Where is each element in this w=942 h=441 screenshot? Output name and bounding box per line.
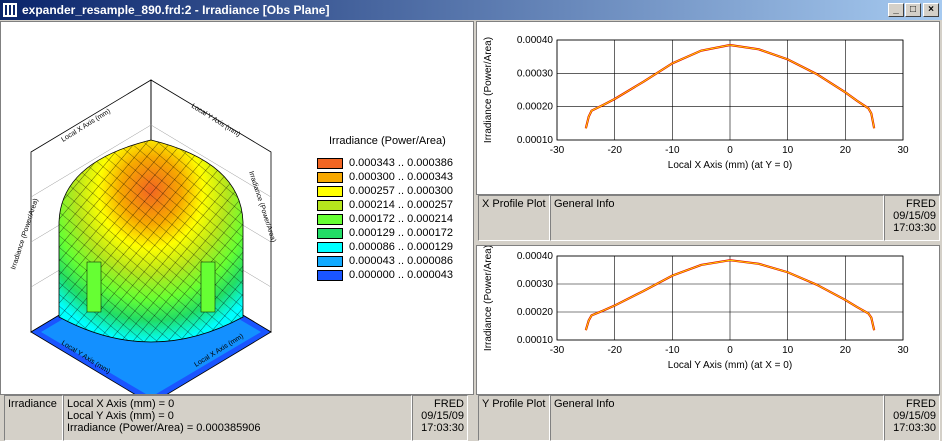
info-tab-x-profile[interactable]: X Profile Plot xyxy=(478,195,550,241)
stamp-date: 09/15/09 xyxy=(893,410,936,422)
minimize-button[interactable]: _ xyxy=(888,3,904,17)
legend-label: 0.000172 .. 0.000214 xyxy=(349,213,453,225)
x-tick-label: -30 xyxy=(550,345,565,356)
plot-frame xyxy=(556,255,904,341)
x-profile-panel: -30 -20 -10 0 10 20 30 0.00010 0.00020 0.00030 0.0… xyxy=(476,21,940,195)
app-icon xyxy=(3,3,17,17)
stamp-time: 17:03:30 xyxy=(893,222,936,234)
y-tick-label: 0.00040 xyxy=(517,35,554,46)
legend-swatch xyxy=(317,172,343,183)
legend-label: 0.000086 .. 0.000129 xyxy=(349,241,453,253)
y-tick-label: 0.00030 xyxy=(517,68,554,79)
info-line-irradiance: Irradiance (Power/Area) = 0.000385906 xyxy=(67,422,261,434)
x-tick-label: 20 xyxy=(840,345,852,356)
info-tab-irradiance[interactable]: Irradiance xyxy=(4,395,63,441)
y-general-info: General Info xyxy=(550,395,884,441)
x-tick-label: 10 xyxy=(782,145,794,156)
stamp-app: FRED xyxy=(906,198,936,210)
window-title: expander_resample_890.frd:2 - Irradiance… xyxy=(22,3,330,17)
legend-title: Irradiance (Power/Area) xyxy=(329,135,446,147)
y-tick-label: 0.00010 xyxy=(517,135,554,146)
x-tick-label: 10 xyxy=(782,345,794,356)
x-axis-label: Local Y Axis (mm) (at X = 0) xyxy=(668,360,792,371)
legend-label: 0.000343 .. 0.000386 xyxy=(349,157,453,169)
y-info-stamp: FRED 09/15/09 17:03:30 xyxy=(884,395,940,441)
x-general-info: General Info xyxy=(550,195,884,241)
legend-label: 0.000214 .. 0.000257 xyxy=(349,199,453,211)
restore-button[interactable]: □ xyxy=(905,3,921,17)
legend-swatch xyxy=(317,270,343,281)
y-tick-label: 0.00010 xyxy=(517,335,554,346)
stamp-time: 17:03:30 xyxy=(893,422,936,434)
x-tick-label: -20 xyxy=(607,345,622,356)
irradiance-info-bar: Irradiance Local X Axis (mm) = 0 Local Y… xyxy=(0,395,474,441)
y-tick-label: 0.00040 xyxy=(517,251,554,262)
x-tick-label: 30 xyxy=(897,145,909,156)
legend-label: 0.000257 .. 0.000300 xyxy=(349,185,453,197)
x-tick-label: 20 xyxy=(840,145,852,156)
y-axis-label: Irradiance (Power/Area) xyxy=(483,246,494,351)
stamp-time: 17:03:30 xyxy=(421,422,464,434)
legend-label: 0.000300 .. 0.000343 xyxy=(349,171,453,183)
series-line xyxy=(585,44,875,129)
x-info-stamp: FRED 09/15/09 17:03:30 xyxy=(884,195,940,241)
window-title-bar[interactable]: expander_resample_890.frd:2 - Irradiance… xyxy=(0,0,942,20)
y-profile-info-bar: Y Profile Plot General Info FRED 09/15/0… xyxy=(476,395,940,441)
stamp-app: FRED xyxy=(434,398,464,410)
x-tick-label: -10 xyxy=(665,145,680,156)
x-tick-label: 30 xyxy=(897,345,909,356)
legend-swatch xyxy=(317,214,343,225)
info-stamp: FRED 09/15/09 17:03:30 xyxy=(412,395,468,441)
info-tab-y-profile[interactable]: Y Profile Plot xyxy=(478,395,550,441)
irradiance-3d-panel: Local X Axis (mm) Local Y Axis (mm) Irra… xyxy=(0,21,474,395)
x-profile-info-bar: X Profile Plot General Info FRED 09/15/0… xyxy=(476,195,940,241)
x-tick-label: -30 xyxy=(550,145,565,156)
info-line-y: Local Y Axis (mm) = 0 xyxy=(67,410,174,422)
x-tick-label: -20 xyxy=(607,145,622,156)
irradiance-surface-plot[interactable]: Local X Axis (mm) Local Y Axis (mm) Irra… xyxy=(1,22,473,394)
series-line xyxy=(585,259,875,331)
y-profile-panel: -30 -20 -10 0 10 20 30 0.00010 0.00020 0.00030 0.0… xyxy=(476,245,940,395)
legend-swatch xyxy=(317,200,343,211)
legend-swatch xyxy=(317,158,343,169)
stamp-date: 09/15/09 xyxy=(421,410,464,422)
x-tick-label: 0 xyxy=(727,345,733,356)
x-tick-label: 0 xyxy=(727,145,733,156)
x-axis-label: Local X Axis (mm) (at Y = 0) xyxy=(668,160,792,171)
info-line-x: Local X Axis (mm) = 0 xyxy=(67,398,175,410)
plot-frame xyxy=(556,39,904,141)
legend-label: 0.000129 .. 0.000172 xyxy=(349,227,453,239)
stamp-app: FRED xyxy=(906,398,936,410)
legend-label: 0.000043 .. 0.000086 xyxy=(349,255,453,267)
legend-swatch xyxy=(317,186,343,197)
x-profile-chart[interactable]: -30 -20 -10 0 10 20 30 0.00010 0.00020 0.00030 0.0… xyxy=(477,22,939,194)
legend-swatch xyxy=(317,242,343,253)
y-tick-label: 0.00030 xyxy=(517,279,554,290)
legend-swatch xyxy=(317,256,343,267)
close-button[interactable]: × xyxy=(923,3,939,17)
y-profile-chart[interactable]: -30 -20 -10 0 10 20 30 0.00010 0.00020 0.00030 0.0… xyxy=(477,246,939,394)
y-axis-label: Irradiance (Power/Area) xyxy=(483,37,494,143)
info-values: Local X Axis (mm) = 0 Local Y Axis (mm) … xyxy=(63,395,412,441)
y-tick-label: 0.00020 xyxy=(517,307,554,318)
legend-swatch xyxy=(317,228,343,239)
stamp-date: 09/15/09 xyxy=(893,210,936,222)
x-tick-label: -10 xyxy=(665,345,680,356)
legend-label: 0.000000 .. 0.000043 xyxy=(349,269,453,281)
y-tick-label: 0.00020 xyxy=(517,102,554,113)
